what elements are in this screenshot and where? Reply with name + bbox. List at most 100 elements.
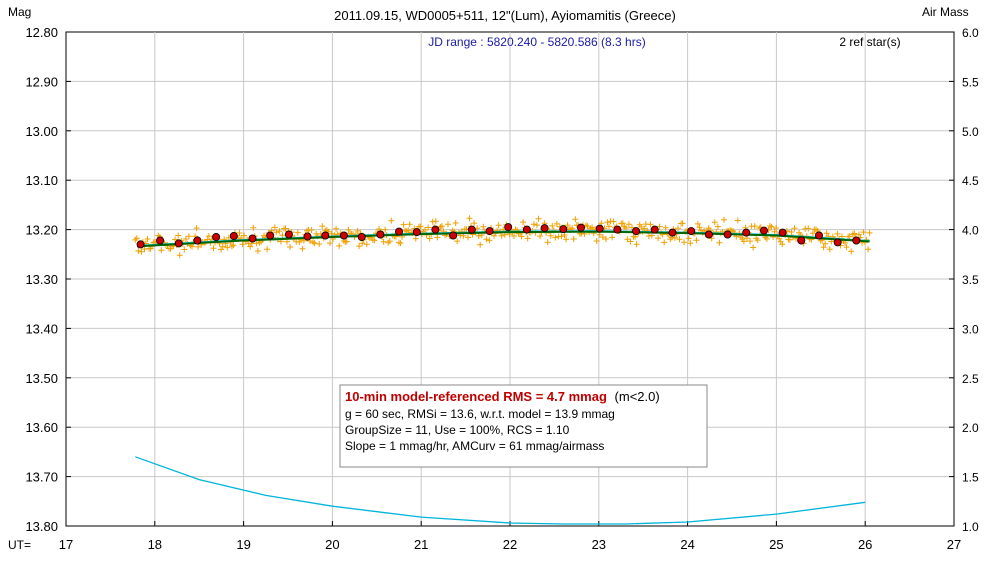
y-tick-label-left: 13.00 — [25, 124, 58, 139]
grouped-point — [668, 228, 677, 237]
raw-point — [624, 236, 631, 243]
raw-point — [175, 232, 182, 239]
raw-point — [848, 248, 855, 255]
raw-point — [380, 238, 387, 245]
raw-point — [279, 232, 286, 239]
ref-stars-label: 2 ref star(s) — [839, 35, 900, 49]
raw-point — [224, 244, 231, 251]
raw-point — [647, 221, 654, 228]
raw-point — [359, 240, 366, 247]
grouped-point — [339, 231, 348, 240]
airmass-curve-layer — [135, 456, 866, 525]
raw-point — [486, 237, 493, 244]
raw-point — [671, 234, 678, 241]
grouped-point — [613, 225, 622, 234]
raw-point — [553, 220, 560, 227]
y-tick-label-left: 13.30 — [25, 272, 58, 287]
raw-point — [475, 232, 482, 239]
raw-point — [693, 237, 700, 244]
y-tick-label-right: 4.0 — [962, 224, 979, 238]
raw-point — [552, 234, 559, 241]
y-tick-label-left: 13.40 — [25, 321, 58, 336]
raw-point — [822, 240, 829, 247]
raw-point — [239, 241, 246, 248]
grouped-point — [467, 225, 476, 234]
raw-point — [584, 223, 591, 230]
grouped-point — [485, 227, 494, 236]
grouped-point — [833, 238, 842, 247]
raw-point — [176, 252, 183, 259]
info-line-3: GroupSize = 11, Use = 100%, RCS = 1.10 — [345, 423, 570, 437]
raw-point — [294, 229, 301, 236]
grouped-point — [650, 225, 659, 234]
raw-point — [495, 222, 502, 229]
raw-point — [282, 225, 289, 232]
grouped-point — [431, 225, 440, 234]
x-tick-label: 26 — [858, 537, 872, 552]
raw-point — [593, 238, 600, 244]
y-tick-label-right: 1.0 — [962, 520, 979, 534]
raw-point — [535, 215, 542, 222]
info-box: 10-min model-referenced RMS = 4.7 mmag (… — [339, 384, 708, 468]
raw-point — [172, 236, 179, 243]
raw-point — [681, 239, 688, 246]
grouped-point — [284, 230, 293, 239]
raw-point — [397, 240, 404, 247]
grouped-point — [229, 231, 238, 240]
raw-point — [843, 244, 850, 251]
raw-point — [622, 225, 629, 231]
raw-point — [230, 242, 237, 249]
raw-point — [604, 219, 611, 226]
raw-point — [773, 225, 780, 231]
x-tick-label: 18 — [148, 537, 162, 552]
raw-point — [589, 224, 596, 231]
raw-point — [656, 223, 663, 230]
raw-point — [518, 233, 525, 240]
grouped-point — [687, 227, 696, 236]
raw-point — [558, 233, 565, 240]
raw-point — [480, 223, 487, 230]
y-tick-label-right: 6.0 — [962, 26, 979, 40]
grouped-point — [852, 236, 861, 245]
grouped-point — [540, 224, 549, 233]
raw-point — [776, 235, 783, 242]
raw-point — [846, 233, 853, 240]
info-line-4: Slope = 1 mmag/hr, AMCurv = 61 mmag/airm… — [345, 439, 604, 453]
raw-point — [570, 236, 577, 242]
y-ticks-left: 12.80 12.90 13.00 13.10 13.20 13.30 13.40 13.50… — [25, 25, 71, 534]
x-tick-label: 27 — [947, 537, 961, 552]
y-tick-label-right: 5.5 — [962, 75, 979, 89]
raw-point — [299, 245, 306, 252]
raw-point — [465, 234, 471, 241]
grouped-point — [321, 231, 330, 240]
raw-point — [685, 235, 692, 242]
raw-point — [786, 236, 793, 243]
y-tick-label-left: 12.80 — [25, 25, 58, 40]
raw-point — [316, 241, 323, 247]
raw-point — [406, 221, 413, 228]
x-tick-label: 19 — [236, 537, 250, 552]
raw-point — [747, 238, 754, 245]
raw-point — [345, 226, 352, 233]
raw-point — [716, 239, 723, 246]
x-tick-label: 22 — [503, 537, 517, 552]
raw-point — [619, 220, 626, 227]
grouped-point — [504, 223, 513, 232]
raw-point — [144, 236, 151, 242]
raw-point — [363, 241, 370, 248]
grouped-point — [577, 223, 586, 232]
raw-point — [851, 230, 858, 237]
raw-point — [135, 247, 142, 254]
raw-point — [662, 224, 669, 231]
raw-point — [254, 248, 261, 254]
x-tick-label: 25 — [769, 537, 783, 552]
raw-point — [791, 225, 798, 232]
raw-point — [721, 216, 727, 223]
grouped-point — [778, 228, 787, 237]
y-tick-label-left: 13.70 — [25, 470, 58, 485]
raw-point — [189, 243, 195, 250]
x-ticks: 17 18 19 20 21 22 23 24 25 26 27 — [59, 521, 961, 552]
raw-point — [633, 241, 640, 248]
raw-point — [422, 227, 428, 233]
raw-point — [655, 235, 662, 242]
